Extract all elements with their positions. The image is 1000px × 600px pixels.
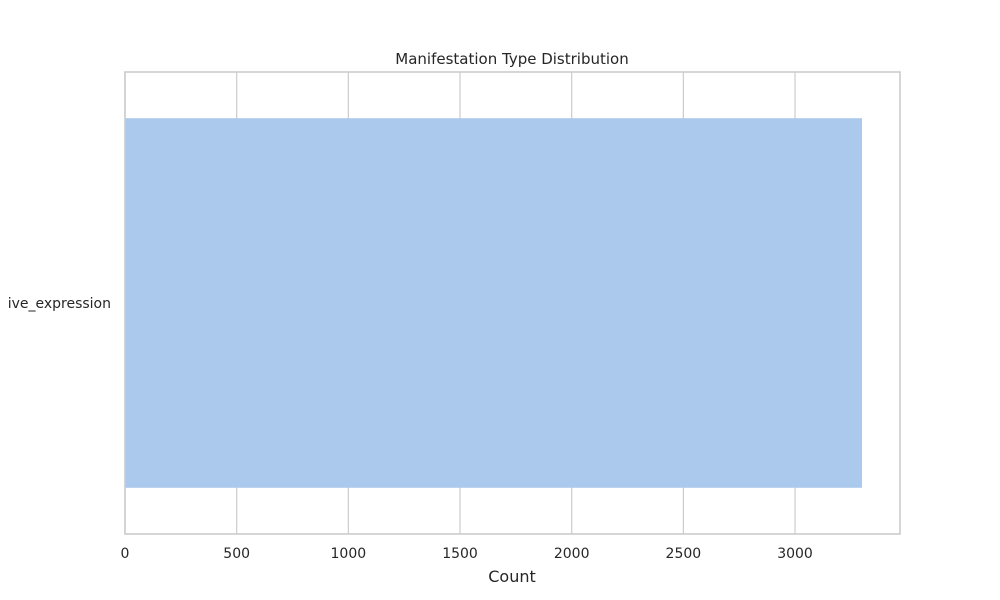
x-axis-label: Count xyxy=(488,567,536,586)
y-tick-label-0: ive_expression xyxy=(8,296,111,312)
x-tick-labels: 0 500 1000 1500 2000 2500 3000 xyxy=(121,546,813,562)
x-tick-label-4: 2000 xyxy=(554,546,590,562)
x-tick-label-2: 1000 xyxy=(331,546,367,562)
x-tick-label-0: 0 xyxy=(121,546,130,562)
bars xyxy=(125,118,863,488)
bar-0 xyxy=(125,118,863,488)
y-tick-labels: ive_expression xyxy=(8,296,111,312)
x-tick-label-5: 2500 xyxy=(666,546,702,562)
x-tick-label-3: 1500 xyxy=(442,546,478,562)
chart-title: Manifestation Type Distribution xyxy=(395,50,628,68)
x-tick-label-6: 3000 xyxy=(777,546,813,562)
x-tick-label-1: 500 xyxy=(223,546,250,562)
plot-frame xyxy=(124,71,901,535)
